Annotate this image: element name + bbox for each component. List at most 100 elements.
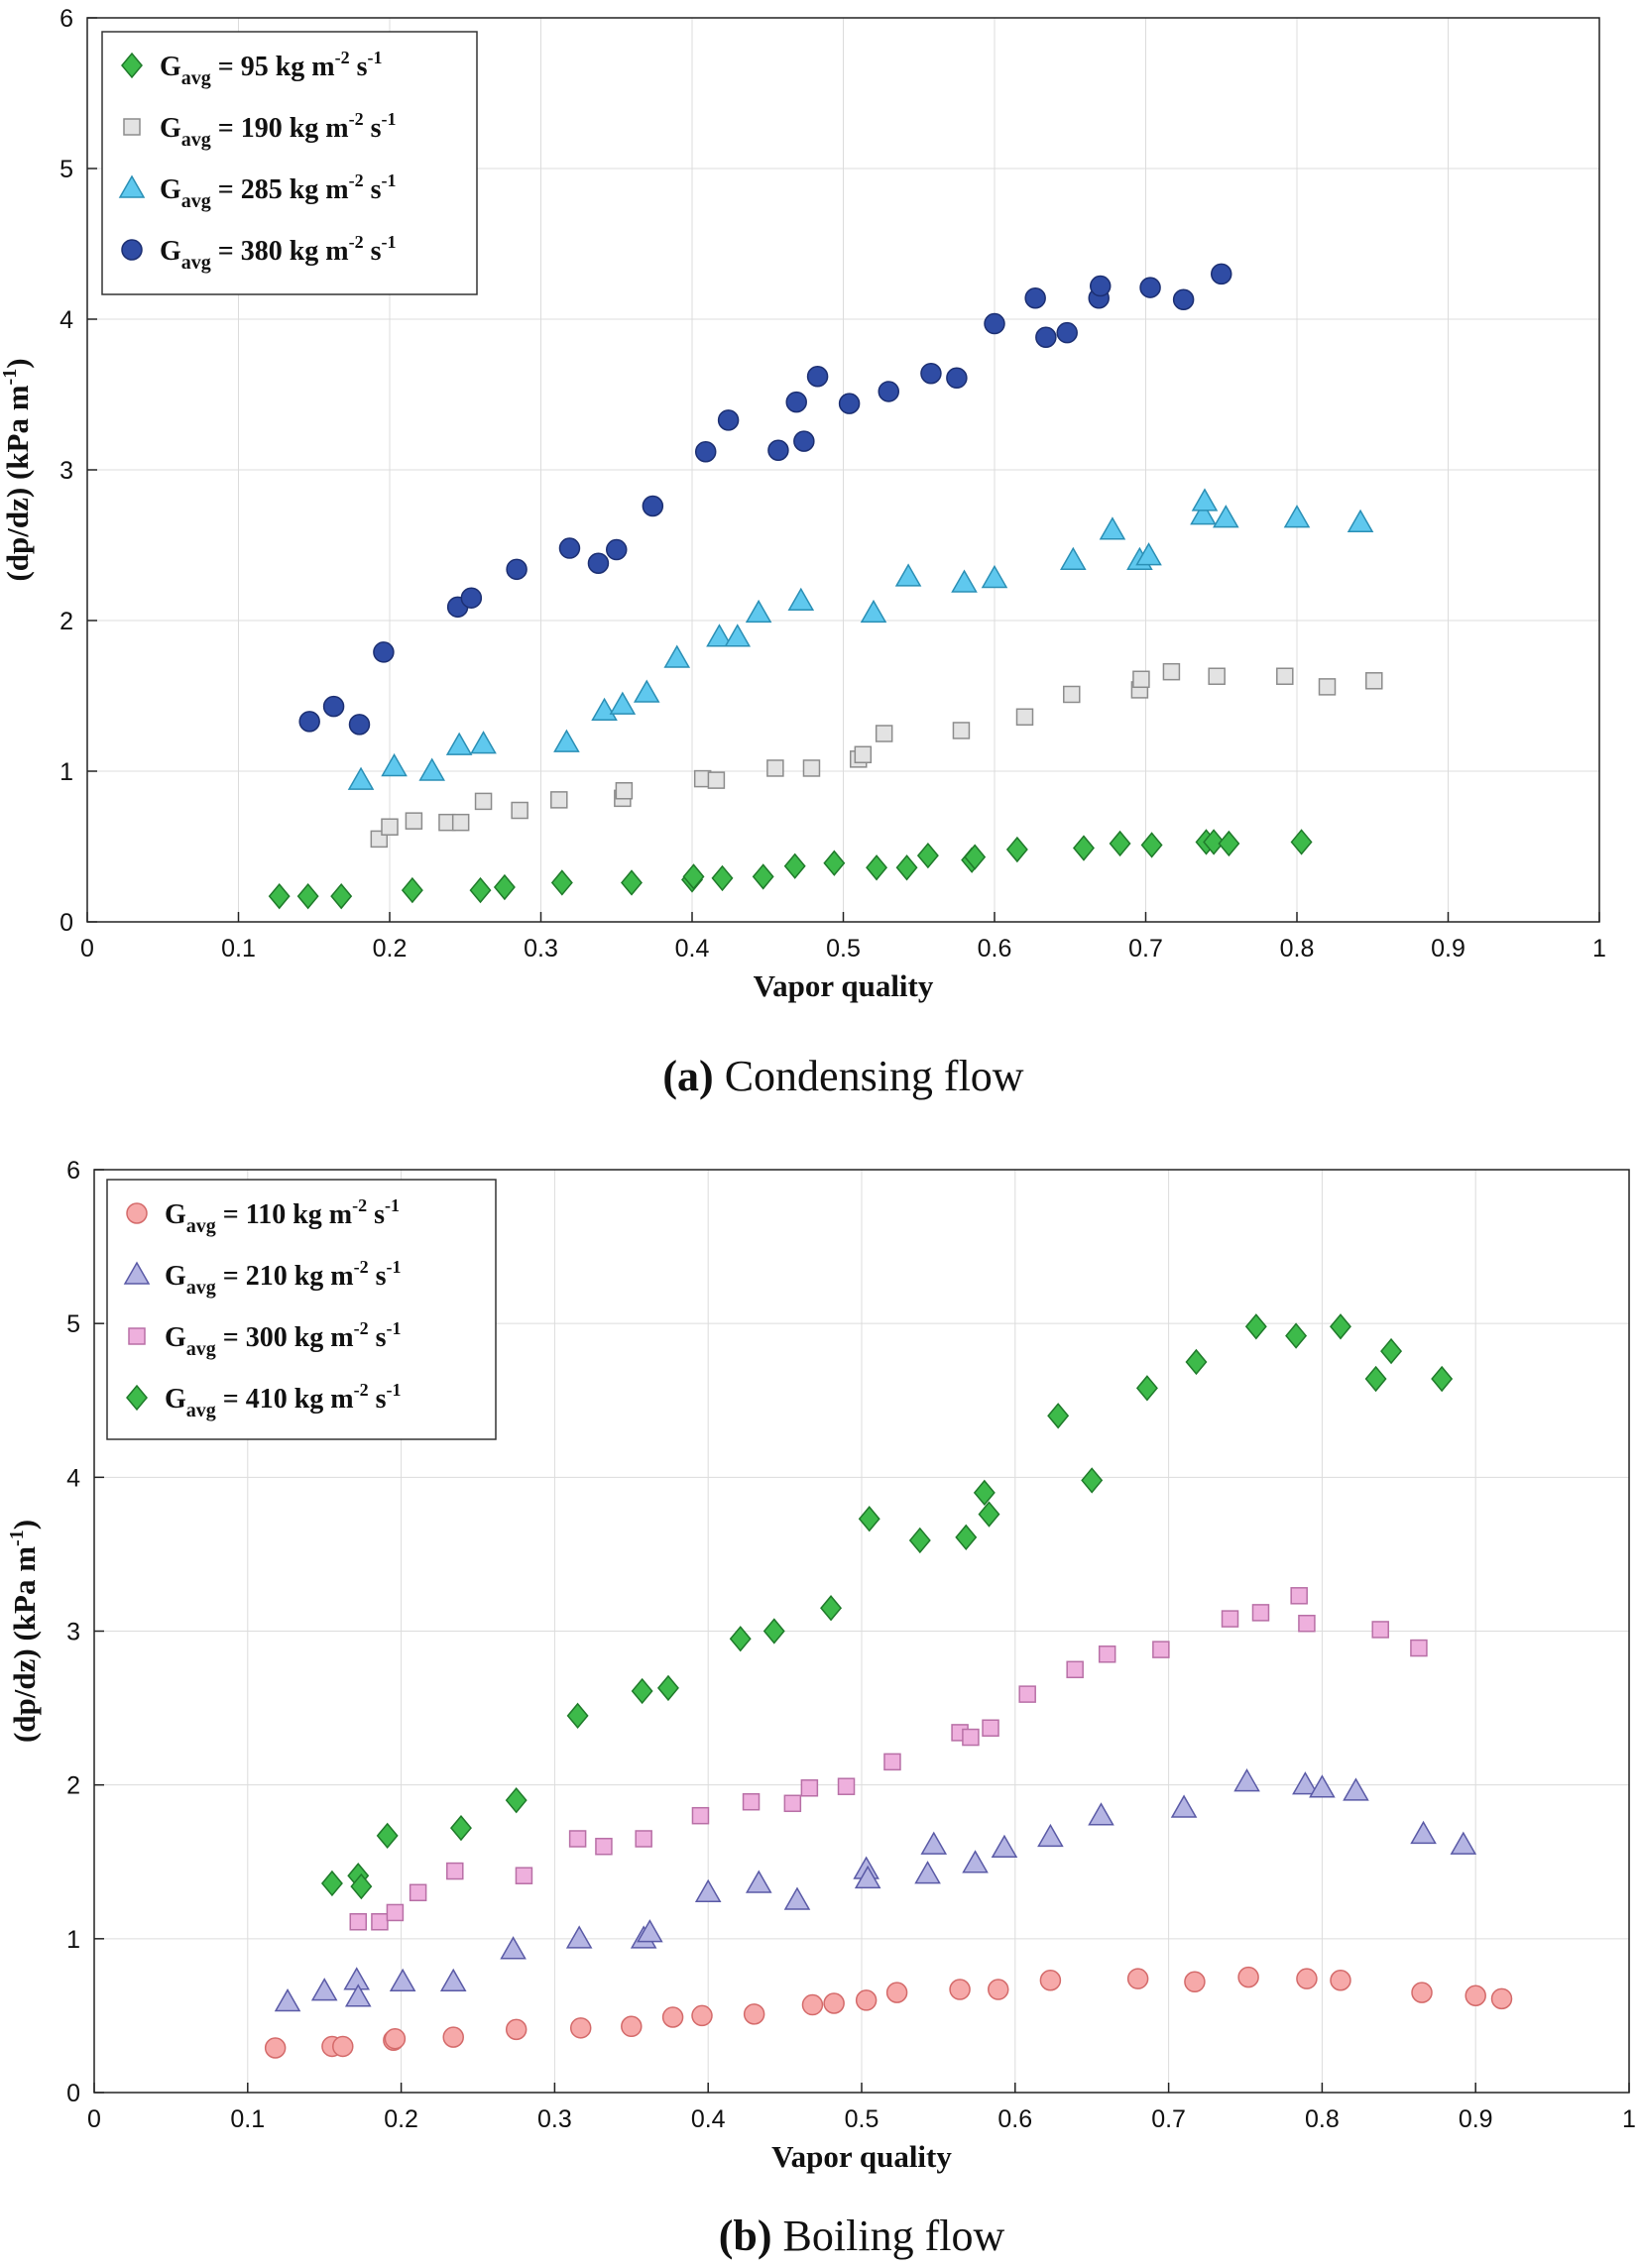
data-point (895, 854, 918, 881)
data-point (717, 409, 740, 431)
x-tick-label: 0.1 (230, 2105, 265, 2133)
data-point (1005, 836, 1028, 863)
data-point (505, 1787, 527, 1814)
series-0 (264, 1966, 1513, 2059)
data-point (296, 882, 319, 910)
data-point (320, 1870, 343, 1897)
y-tick-label: 1 (66, 1926, 80, 1954)
legend-marker (121, 239, 143, 261)
data-point (591, 697, 618, 721)
x-tick-label: 0.2 (373, 935, 408, 963)
data-point (908, 1527, 931, 1554)
data-point (837, 1777, 856, 1795)
data-point (1018, 1685, 1036, 1703)
data-point (656, 1674, 679, 1702)
legend: Gavg = 95 kg m-2 s-1 Gavg = 190 kg m-2 s-… (101, 31, 478, 295)
data-point (682, 863, 705, 890)
data-point (642, 495, 664, 517)
data-point (1290, 1587, 1308, 1605)
data-point (1099, 516, 1126, 540)
data-point (505, 2018, 527, 2041)
data-point (1185, 1348, 1208, 1376)
data-point (1047, 1403, 1070, 1429)
data-point (439, 1968, 467, 1992)
x-tick-label: 0.8 (1305, 2105, 1340, 2133)
data-point (310, 1978, 338, 2001)
data-point (470, 731, 497, 754)
data-point (742, 1792, 761, 1811)
y-tick-label: 5 (59, 156, 73, 183)
data-point (595, 1837, 613, 1856)
data-point (694, 441, 717, 463)
data-point (1221, 1610, 1239, 1628)
data-point (854, 745, 873, 764)
legend-label: Gavg = 210 kg m-2 s-1 (165, 1257, 402, 1299)
data-point (964, 844, 987, 870)
figure-caption: (a) Condensing flow (662, 1052, 1023, 1100)
data-point (920, 362, 942, 385)
data-point (1218, 830, 1240, 857)
data-point (442, 2026, 464, 2048)
x-tick-label: 1 (1622, 2105, 1636, 2133)
data-point (511, 801, 528, 820)
figure-caption: (b) Boiling flow (719, 2211, 1005, 2260)
data-point (1203, 829, 1226, 855)
data-point (381, 752, 408, 777)
x-tick-label: 0.3 (537, 2105, 572, 2133)
data-point (1081, 1467, 1104, 1494)
y-tick-label: 5 (66, 1310, 80, 1338)
data-point (1132, 670, 1150, 689)
x-tick-label: 0.6 (978, 935, 1012, 963)
x-tick-label: 0.2 (384, 2105, 418, 2133)
data-point (806, 366, 829, 388)
data-point (550, 869, 573, 896)
series-2 (347, 488, 1374, 790)
data-point (1098, 1645, 1116, 1663)
data-point (1431, 1365, 1454, 1393)
data-point (1318, 678, 1337, 696)
data-point (1410, 1820, 1437, 1845)
data-point (1276, 667, 1294, 685)
data-point (823, 1992, 845, 2014)
data-point (988, 1979, 1009, 2000)
data-point (1035, 326, 1057, 348)
y-tick-label: 4 (66, 1464, 80, 1492)
data-point (1140, 832, 1163, 858)
data-point (707, 771, 726, 789)
data-point (606, 538, 628, 561)
data-point (371, 1913, 389, 1931)
data-point (783, 1886, 811, 1910)
data-point (1088, 1802, 1114, 1826)
series-0 (268, 829, 1313, 910)
legend-label: Gavg = 95 kg m-2 s-1 (160, 48, 383, 89)
data-point (348, 714, 371, 736)
data-point (878, 381, 899, 402)
y-axis-label: (dp/dz) (kPa m-1) (0, 358, 35, 581)
data-point (1244, 1313, 1267, 1340)
data-point (920, 1831, 948, 1855)
data-point (446, 1862, 464, 1880)
data-point (1465, 1984, 1486, 2006)
data-point (274, 1987, 301, 2012)
data-point (1208, 667, 1226, 685)
data-point (691, 1806, 710, 1825)
x-tick-label: 0.9 (1431, 935, 1465, 963)
data-point (1211, 263, 1232, 285)
x-tick-label: 0.7 (1128, 935, 1163, 963)
data-point (1298, 1614, 1316, 1633)
data-point (1285, 1322, 1308, 1349)
x-axis-label: Vapor quality (754, 968, 934, 1003)
data-point (1371, 1621, 1389, 1639)
data-point (1172, 288, 1195, 310)
data-point (376, 1822, 399, 1850)
data-point (866, 854, 888, 881)
legend-box (101, 31, 478, 295)
x-axis-label: Vapor quality (771, 2139, 952, 2174)
data-point (515, 1867, 533, 1884)
data-point (694, 1878, 722, 1903)
data-point (637, 1919, 663, 1943)
data-point (743, 2003, 765, 2025)
data-point (1066, 1660, 1084, 1679)
data-point (633, 679, 660, 703)
data-point (1024, 286, 1046, 309)
